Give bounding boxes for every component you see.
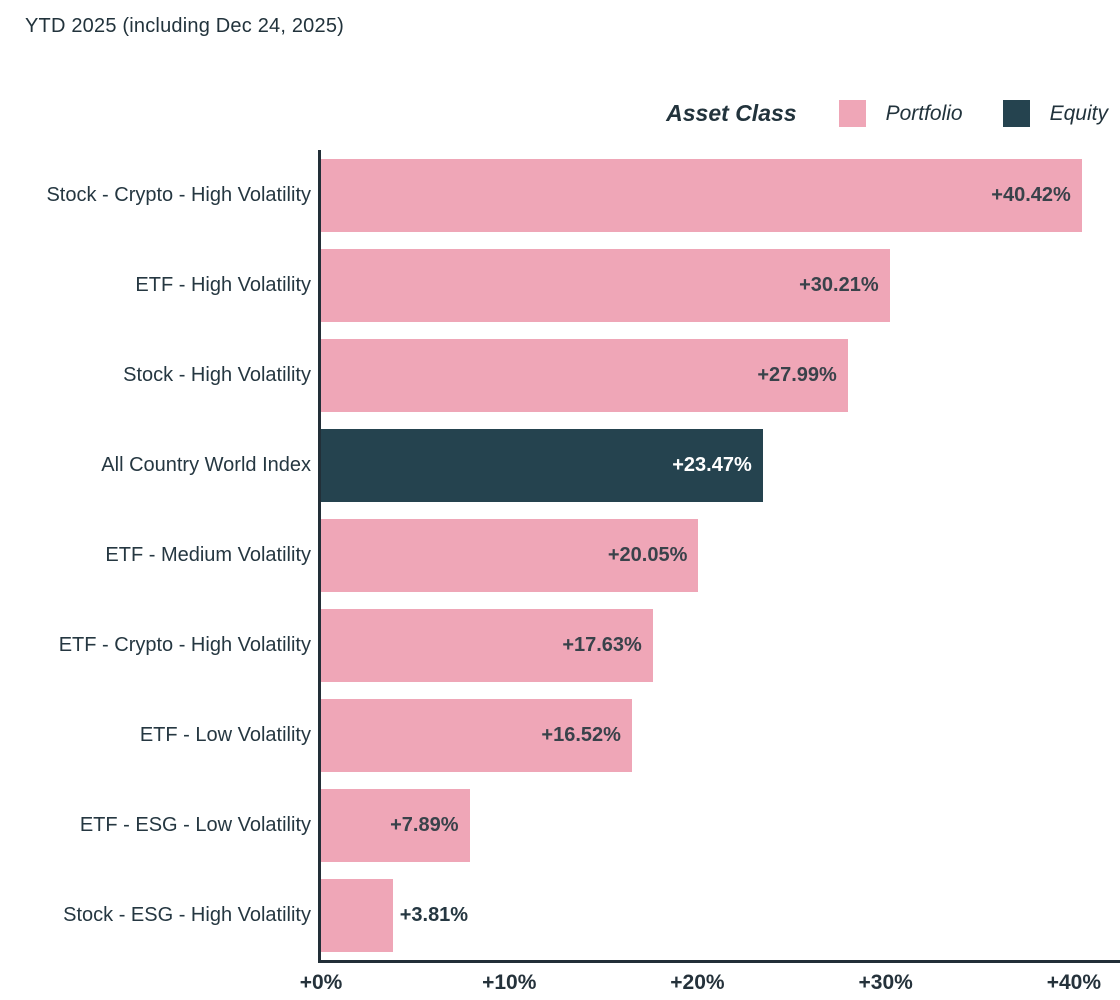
bar-value-label: +30.21% (799, 273, 879, 296)
category-label: Stock - ESG - High Volatility (63, 903, 311, 926)
bar-value-label: +17.63% (562, 633, 642, 656)
bar-chart: Stock - Crypto - High Volatility ETF - Hi… (0, 150, 1120, 963)
category-label: ETF - Low Volatility (139, 723, 311, 746)
legend: Asset Class Portfolio Equity (666, 100, 1108, 127)
legend-item-label: Portfolio (885, 101, 963, 125)
legend-items: Portfolio Equity (838, 100, 1108, 127)
bar-row: +3.81% (321, 870, 1120, 960)
legend-item-portfolio[interactable]: Portfolio (838, 100, 963, 127)
legend-title: Asset Class (666, 100, 797, 126)
category-label: ETF - Medium Volatility (105, 543, 311, 566)
bar-row: +30.21% (321, 240, 1120, 330)
legend-item-equity[interactable]: Equity (1002, 100, 1108, 127)
category-label: Stock - Crypto - High Volatility (46, 183, 311, 206)
category-axis: Stock - Crypto - High Volatility ETF - Hi… (0, 150, 318, 963)
bar-row: +27.99% (321, 330, 1120, 420)
bar-row: +16.52% (321, 690, 1120, 780)
bar-row: +17.63% (321, 600, 1120, 690)
bar-portfolio[interactable] (321, 878, 393, 952)
bar-value-label: +3.81% (399, 903, 469, 926)
legend-item-label: Equity (1049, 101, 1108, 125)
bar-value-label: +23.47% (672, 453, 752, 476)
bar-value-label: +16.52% (541, 723, 621, 746)
category-label: Stock - High Volatility (123, 363, 311, 386)
category-label: ETF - Crypto - High Volatility (58, 633, 311, 656)
bar-row: +20.05% (321, 510, 1120, 600)
category-label: ETF - High Volatility (135, 273, 311, 296)
equity-swatch-icon (1002, 100, 1030, 127)
x-axis-ticks: +0% +10% +20% +30% +40% (300, 971, 1120, 997)
bar-portfolio[interactable]: +27.99% (321, 338, 848, 412)
bar-portfolio[interactable]: +16.52% (321, 698, 632, 772)
bar-row: +40.42% (321, 150, 1120, 240)
x-tick-label: +30% (858, 971, 913, 994)
bar-portfolio[interactable]: +30.21% (321, 248, 890, 322)
bar-portfolio[interactable]: +40.42% (321, 158, 1082, 232)
category-label: ETF - ESG - Low Volatility (79, 813, 311, 836)
bar-value-label: +27.99% (757, 363, 837, 386)
x-tick-label: +40% (1046, 971, 1102, 994)
bar-row: +23.47% (321, 420, 1120, 510)
bar-value-label: +40.42% (991, 183, 1071, 206)
x-tick-label: +10% (482, 971, 537, 994)
bar-portfolio[interactable]: +7.89% (321, 788, 470, 862)
bar-equity[interactable]: +23.47% (321, 428, 763, 502)
bar-row: +7.89% (321, 780, 1120, 870)
page-title: YTD 2025 (including Dec 24, 2025) (25, 15, 345, 37)
portfolio-swatch-icon (838, 100, 866, 127)
bar-value-label: +7.89% (390, 813, 459, 836)
bar-portfolio[interactable]: +20.05% (321, 518, 699, 592)
bar-value-label: +20.05% (607, 543, 688, 566)
category-label: All Country World Index (101, 453, 311, 476)
x-tick-label: +20% (670, 971, 725, 994)
bar-portfolio[interactable]: +17.63% (321, 608, 653, 682)
x-tick-label: +0% (299, 971, 343, 994)
plot-area: +40.42% +30.21% +27.99% +23.47% +20.05% +17.6… (318, 150, 1120, 963)
